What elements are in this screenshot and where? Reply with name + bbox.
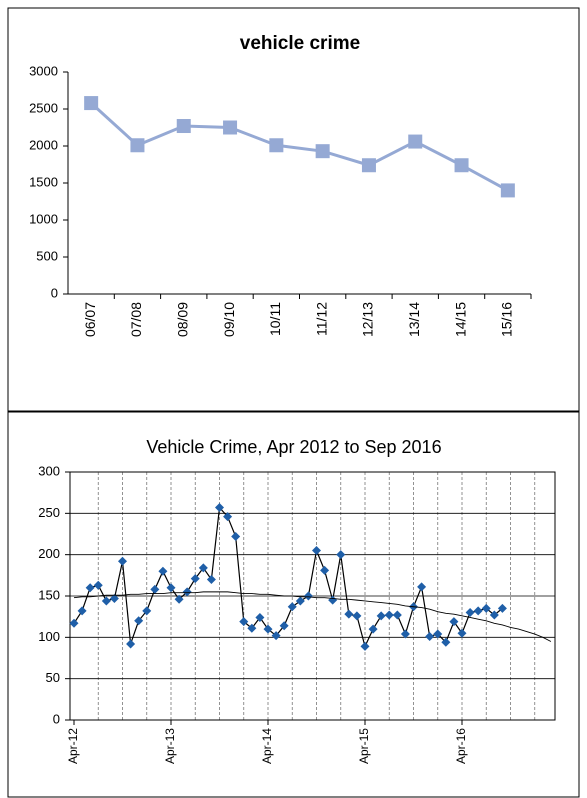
y-tick-label: 1500 bbox=[29, 174, 58, 189]
point bbox=[247, 623, 257, 633]
point bbox=[176, 119, 191, 134]
y-tick-label: 50 bbox=[46, 670, 60, 685]
point bbox=[361, 158, 376, 173]
x-tick-label: Apr-12 bbox=[66, 728, 80, 764]
x-tick-label: 07/08 bbox=[128, 302, 144, 337]
point bbox=[408, 134, 423, 149]
point bbox=[328, 595, 338, 605]
point bbox=[279, 621, 289, 631]
point bbox=[392, 610, 402, 620]
point bbox=[134, 616, 144, 626]
point bbox=[166, 583, 176, 593]
point bbox=[190, 574, 200, 584]
point bbox=[454, 158, 469, 173]
point bbox=[384, 610, 394, 620]
panel-frame bbox=[7, 411, 580, 798]
point bbox=[182, 587, 192, 597]
x-tick-label: Apr-14 bbox=[260, 728, 274, 764]
point bbox=[263, 624, 273, 634]
point bbox=[425, 632, 435, 642]
point bbox=[239, 617, 249, 627]
x-tick-label: 11/12 bbox=[313, 302, 329, 336]
point bbox=[481, 603, 491, 613]
point bbox=[130, 138, 145, 153]
point bbox=[465, 608, 475, 618]
x-tick-label: 14/15 bbox=[452, 302, 468, 337]
point bbox=[449, 617, 459, 627]
y-tick-label: 100 bbox=[38, 629, 60, 644]
x-tick-label: 13/14 bbox=[406, 302, 422, 337]
point bbox=[118, 556, 127, 566]
point bbox=[360, 641, 370, 651]
point bbox=[93, 580, 103, 590]
point bbox=[320, 565, 330, 575]
point bbox=[174, 594, 184, 604]
point bbox=[77, 606, 87, 616]
point bbox=[223, 512, 233, 522]
y-tick-label: 150 bbox=[38, 587, 60, 602]
point bbox=[336, 550, 346, 560]
point bbox=[352, 611, 362, 621]
y-tick-label: 3000 bbox=[29, 63, 58, 78]
point bbox=[500, 183, 515, 198]
point bbox=[109, 593, 119, 603]
point bbox=[223, 120, 238, 135]
point bbox=[101, 596, 111, 606]
point bbox=[473, 606, 483, 616]
point bbox=[206, 574, 216, 584]
point bbox=[400, 629, 410, 639]
chart-title: Vehicle Crime, Apr 2012 to Sep 2016 bbox=[146, 437, 441, 457]
x-tick-label: 12/13 bbox=[360, 302, 376, 337]
point bbox=[126, 639, 136, 649]
point bbox=[457, 628, 467, 638]
y-tick-label: 500 bbox=[36, 248, 58, 263]
point bbox=[271, 631, 281, 641]
point bbox=[489, 610, 499, 620]
y-tick-label: 200 bbox=[38, 546, 60, 561]
point bbox=[85, 583, 95, 593]
panel-frame bbox=[7, 7, 580, 412]
series-line bbox=[90, 101, 509, 192]
y-tick-label: 0 bbox=[51, 285, 58, 300]
trend-line bbox=[73, 591, 552, 642]
point bbox=[295, 596, 305, 606]
chart-title: vehicle crime bbox=[240, 33, 360, 54]
x-tick-label: Apr-13 bbox=[163, 728, 177, 764]
point bbox=[497, 603, 507, 613]
x-tick-label: 06/07 bbox=[82, 302, 98, 337]
x-tick-label: Apr-16 bbox=[454, 728, 468, 764]
x-tick-label: 10/11 bbox=[267, 302, 283, 336]
y-tick-label: 0 bbox=[53, 711, 60, 726]
point bbox=[269, 138, 284, 153]
point bbox=[69, 618, 79, 628]
point bbox=[303, 591, 313, 601]
point bbox=[158, 566, 168, 576]
y-tick-label: 250 bbox=[38, 505, 60, 520]
point bbox=[433, 629, 443, 639]
x-tick-label: Apr-15 bbox=[357, 728, 371, 764]
point bbox=[198, 563, 208, 573]
point bbox=[376, 611, 386, 621]
point bbox=[368, 624, 378, 634]
point bbox=[344, 609, 354, 619]
y-tick-label: 300 bbox=[38, 463, 60, 478]
point bbox=[441, 637, 451, 647]
point bbox=[142, 606, 152, 616]
point bbox=[150, 584, 160, 594]
point bbox=[231, 531, 241, 541]
y-tick-label: 2000 bbox=[29, 137, 58, 152]
point bbox=[287, 602, 297, 612]
x-tick-label: 15/16 bbox=[499, 302, 515, 337]
x-tick-label: 08/09 bbox=[174, 302, 190, 337]
y-tick-label: 1000 bbox=[29, 211, 58, 226]
point bbox=[255, 612, 265, 622]
point bbox=[312, 546, 321, 556]
point bbox=[215, 503, 224, 513]
x-tick-label: 09/10 bbox=[221, 302, 237, 337]
y-tick-label: 2500 bbox=[29, 100, 58, 115]
point bbox=[417, 582, 427, 592]
point bbox=[315, 144, 330, 159]
point bbox=[84, 96, 99, 111]
